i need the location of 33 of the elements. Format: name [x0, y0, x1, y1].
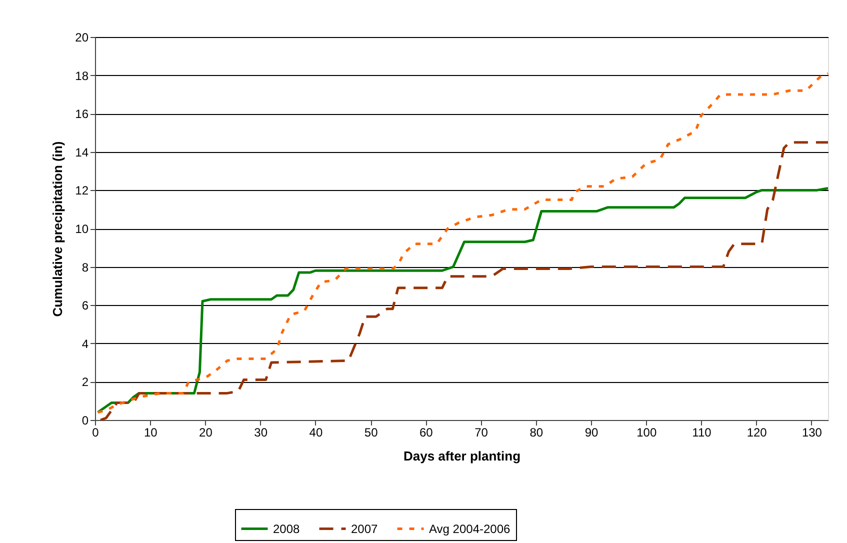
- x-tick-label: 50: [364, 426, 378, 440]
- x-tick-label: 70: [474, 426, 488, 440]
- x-tick-label: 130: [802, 426, 822, 440]
- x-tick-label: 60: [419, 426, 434, 440]
- legend-label: 2007: [351, 522, 378, 536]
- y-tick-label: 4: [82, 336, 89, 351]
- x-tick-label: 90: [584, 426, 599, 440]
- legend-label: Avg 2004-2006: [429, 522, 511, 536]
- line-series: [96, 187, 830, 414]
- x-tick-label: 0: [92, 426, 100, 440]
- y-tick-label: 0: [82, 414, 89, 428]
- x-tick-label: 40: [309, 426, 323, 440]
- x-tick-label: 10: [144, 426, 158, 440]
- line-series: [99, 141, 830, 422]
- legend-label: 2008: [273, 522, 300, 536]
- y-tick-label: 20: [75, 30, 89, 44]
- y-tick-label: 6: [82, 298, 89, 313]
- y-tick-label: 14: [75, 145, 89, 160]
- x-tick-label: 120: [746, 426, 768, 440]
- x-tick-label: 100: [636, 426, 657, 440]
- y-tick-label: 2: [82, 375, 89, 390]
- line-series: [96, 72, 830, 414]
- x-tick-label: 80: [530, 426, 544, 440]
- x-tick-label: 30: [254, 426, 268, 440]
- y-tick-label: 8: [82, 260, 89, 274]
- y-tick-label: 12: [75, 184, 89, 198]
- x-tick-label: 20: [199, 426, 213, 440]
- y-tick-label: 10: [75, 222, 89, 236]
- y-axis-title: Cumulative precipitation (in): [50, 141, 66, 317]
- x-axis-title: Days after planting: [403, 448, 521, 464]
- x-tick-label: 110: [692, 426, 712, 440]
- y-tick-label: 16: [75, 107, 89, 122]
- y-tick-label: 18: [75, 68, 89, 83]
